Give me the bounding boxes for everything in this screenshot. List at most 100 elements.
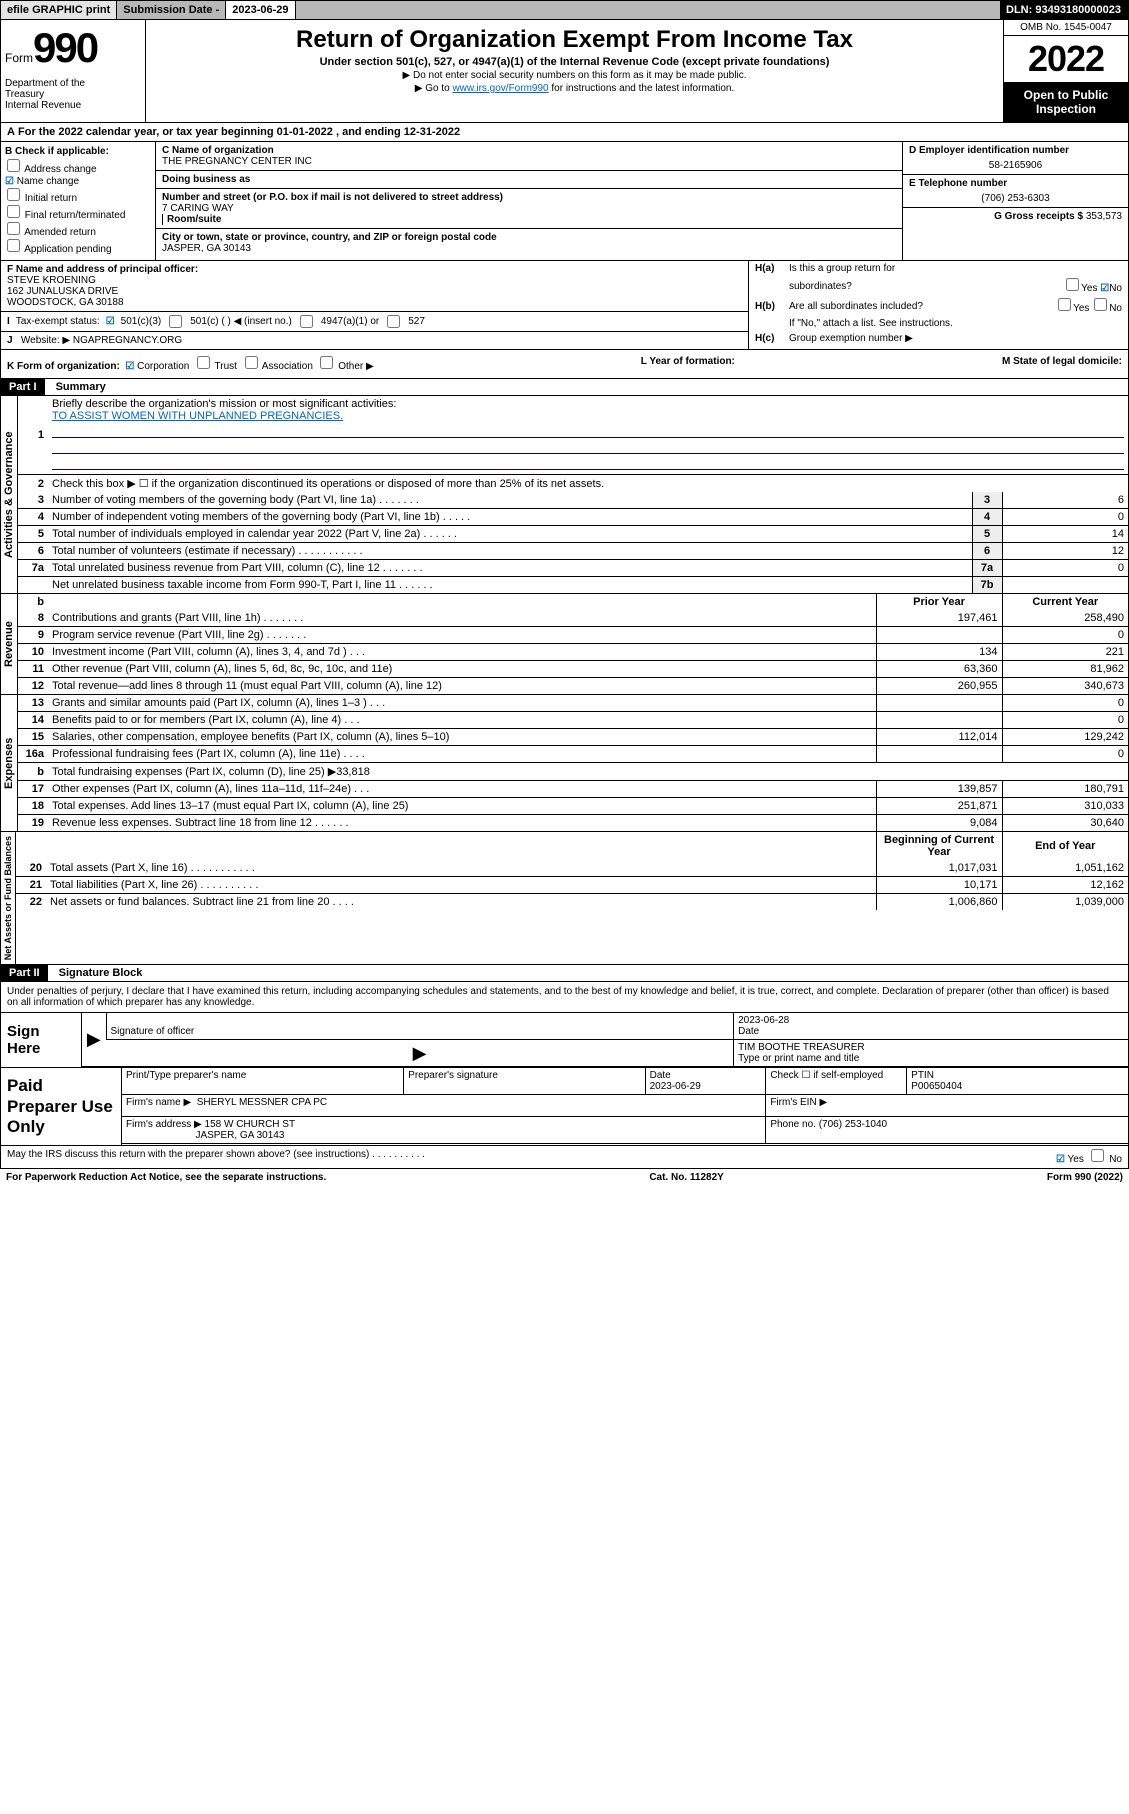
city-label: City or town, state or province, country… — [162, 232, 896, 243]
pt-date-val: 2023-06-29 — [650, 1081, 701, 1092]
table-row: Salaries, other compensation, employee b… — [48, 729, 876, 746]
efile-print-button[interactable]: efile GRAPHIC print — [1, 1, 117, 19]
q2-text: Check this box ▶ ☐ if the organization d… — [48, 475, 1128, 493]
table-row: Total revenue—add lines 8 through 11 (mu… — [48, 678, 876, 695]
table-row: Total assets (Part X, line 16) . . . . .… — [46, 860, 876, 877]
h-a-label: Is this a group return for — [789, 263, 1122, 274]
submission-date-value: 2023-06-29 — [226, 1, 295, 19]
submission-date-label: Submission Date - — [117, 1, 226, 19]
pt-sig-lbl: Preparer's signature — [404, 1068, 645, 1095]
sign-here-label: Sign Here — [1, 1013, 81, 1067]
part2-title: Signature Block — [51, 965, 151, 981]
k-corp[interactable]: Corporation — [137, 361, 189, 372]
room-label: Room/suite — [167, 214, 262, 225]
chk-name-change[interactable]: ☑ Name change — [5, 176, 151, 187]
m-label: M State of legal domicile: — [1002, 356, 1122, 367]
row-a-tax-year: A For the 2022 calendar year, or tax yea… — [0, 123, 1129, 142]
opt-527[interactable] — [387, 315, 400, 328]
end-year-hdr: End of Year — [1002, 832, 1128, 860]
page-title: Return of Organization Exempt From Incom… — [154, 26, 995, 54]
h-c-label: Group exemption number ▶ — [789, 333, 1122, 344]
addr-label: Number and street (or P.O. box if mail i… — [162, 192, 896, 203]
phone-label: E Telephone number — [909, 178, 1007, 189]
k-assoc[interactable] — [245, 356, 258, 369]
arrow-icon: ▶ — [82, 1013, 106, 1067]
website-value: NGAPREGNANCY.ORG — [73, 335, 182, 346]
table-row: Net assets or fund balances. Subtract li… — [46, 894, 876, 911]
discuss-no[interactable] — [1091, 1149, 1104, 1162]
opt-501c3[interactable]: 501(c)(3) — [121, 316, 162, 327]
chk-final-return[interactable]: Final return/terminated — [5, 205, 151, 221]
table-row: Benefits paid to or for members (Part IX… — [48, 712, 876, 729]
table-row: Professional fundraising fees (Part IX, … — [48, 746, 876, 763]
h-note: If "No," attach a list. See instructions… — [789, 318, 1122, 329]
h-b-yes[interactable] — [1058, 298, 1071, 311]
ein-label: D Employer identification number — [909, 145, 1069, 156]
open-inspection-badge: Open to Public Inspection — [1004, 82, 1128, 122]
table-row: Net unrelated business taxable income fr… — [48, 577, 972, 594]
chk-initial-return[interactable]: Initial return — [5, 188, 151, 204]
prior-year-hdr: Prior Year — [876, 594, 1002, 610]
mission-text: TO ASSIST WOMEN WITH UNPLANNED PREGNANCI… — [52, 410, 343, 422]
vlabel-revenue: Revenue — [1, 594, 18, 694]
chk-address-change[interactable]: Address change — [5, 159, 151, 175]
paperwork-notice: For Paperwork Reduction Act Notice, see … — [6, 1172, 326, 1183]
chk-application-pending[interactable]: Application pending — [5, 239, 151, 255]
website-label: Website: ▶ — [21, 335, 70, 346]
h-b-no[interactable] — [1094, 298, 1107, 311]
sig-date-val: 2023-06-28 — [738, 1015, 789, 1026]
firm-phone-val: (706) 253-1040 — [819, 1119, 887, 1130]
vlabel-expenses: Expenses — [1, 695, 18, 831]
dept-treasury: Department of theTreasuryInternal Revenu… — [5, 78, 141, 111]
box-b-header: B Check if applicable: — [5, 146, 151, 157]
h-b-label: Are all subordinates included? — [789, 301, 1056, 312]
officer-label: F Name and address of principal officer: — [7, 264, 198, 275]
table-row: Other expenses (Part IX, column (A), lin… — [48, 781, 876, 798]
org-name: THE PREGNANCY CENTER INC — [162, 156, 312, 167]
k-other[interactable] — [320, 356, 333, 369]
officer-name: STEVE KROENING — [7, 275, 96, 286]
table-row: Total number of volunteers (estimate if … — [48, 543, 972, 560]
table-row: Contributions and grants (Part VIII, lin… — [48, 610, 876, 627]
part2-header: Part II — [1, 965, 48, 981]
chk-amended-return[interactable]: Amended return — [5, 222, 151, 238]
sig-officer-lbl: Signature of officer — [111, 1026, 195, 1037]
irs-link[interactable]: www.irs.gov/Form990 — [452, 83, 548, 94]
officer-addr2: WOODSTOCK, GA 30188 — [7, 297, 124, 308]
table-row: Other revenue (Part VIII, column (A), li… — [48, 661, 876, 678]
vlabel-netassets: Net Assets or Fund Balances — [1, 832, 16, 964]
table-row: Total number of individuals employed in … — [48, 526, 972, 543]
table-row: Revenue less expenses. Subtract line 18 … — [48, 815, 876, 832]
ein-value: 58-2165906 — [909, 160, 1122, 171]
paid-preparer-label: Paid Preparer Use Only — [1, 1068, 121, 1145]
firm-ein-lbl: Firm's EIN ▶ — [766, 1095, 1128, 1117]
table-row: Total fundraising expenses (Part IX, col… — [48, 763, 1128, 781]
subtitle: Under section 501(c), 527, or 4947(a)(1)… — [154, 56, 995, 68]
firm-addr-lbl: Firm's address ▶ — [126, 1119, 202, 1130]
vlabel-governance: Activities & Governance — [1, 396, 18, 593]
dba-label: Doing business as — [162, 174, 896, 185]
cat-no: Cat. No. 11282Y — [649, 1172, 723, 1183]
opt-501c[interactable] — [169, 315, 182, 328]
firm-name-lbl: Firm's name ▶ — [126, 1097, 191, 1108]
table-row: Investment income (Part VIII, column (A)… — [48, 644, 876, 661]
officer-name-lbl: Type or print name and title — [738, 1053, 859, 1064]
firm-name-val: SHERYL MESSNER CPA PC — [197, 1097, 327, 1108]
l-label: L Year of formation: — [641, 356, 735, 367]
sig-intro: Under penalties of perjury, I declare th… — [0, 982, 1129, 1013]
pt-date-lbl: Date — [650, 1070, 671, 1081]
note-link: ▶ Go to www.irs.gov/Form990 for instruct… — [154, 83, 995, 94]
opt-4947[interactable] — [300, 315, 313, 328]
k-trust[interactable] — [197, 356, 210, 369]
org-name-label: C Name of organization — [162, 145, 896, 156]
dln-label: DLN: 93493180000023 — [1000, 1, 1128, 19]
h-a-yes[interactable] — [1066, 278, 1079, 291]
gross-receipts-label: G Gross receipts $ — [994, 211, 1086, 222]
pt-check-lbl: Check ☐ if self-employed — [766, 1068, 907, 1095]
tax-exempt-label: Tax-exempt status: — [16, 316, 100, 327]
gross-receipts-value: 353,573 — [1086, 211, 1122, 222]
omb-number: OMB No. 1545-0047 — [1004, 20, 1128, 36]
table-row: Number of voting members of the governin… — [48, 492, 972, 509]
phone-value: (706) 253-6303 — [909, 193, 1122, 204]
q1-text: Briefly describe the organization's miss… — [52, 398, 396, 410]
